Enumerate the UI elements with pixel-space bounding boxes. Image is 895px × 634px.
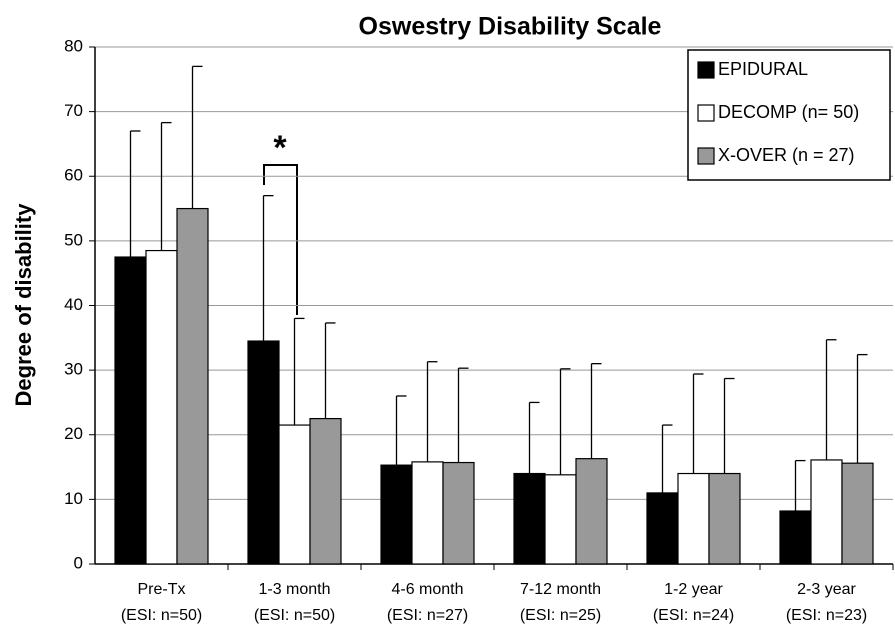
bar: [513, 472, 546, 565]
x-tick-label: (ESI: n=27): [387, 607, 468, 624]
bar: [646, 492, 679, 565]
bar: [442, 461, 475, 565]
bar: [841, 462, 874, 565]
legend-box: [687, 49, 891, 181]
significance-bracket: [263, 164, 298, 315]
x-tick-label: 2-3 year: [797, 581, 856, 598]
y-tick-label: 60: [64, 166, 83, 185]
x-tick-label: 1-3 month: [258, 581, 330, 598]
legend-swatch: [697, 147, 715, 165]
legend-swatch: [697, 104, 715, 122]
chart-title: Oswestry Disability Scale: [359, 13, 662, 41]
x-tick-label: (ESI: n=25): [520, 607, 601, 624]
bar: [544, 474, 577, 565]
bar: [278, 424, 311, 565]
bar: [708, 472, 741, 565]
bar: [176, 207, 209, 565]
bar: [114, 256, 147, 565]
y-tick-label: 10: [64, 489, 83, 508]
x-tick-label: (ESI: n=50): [121, 607, 202, 624]
bar: [810, 459, 843, 565]
y-tick-label: 20: [64, 424, 83, 443]
bar: [575, 458, 608, 565]
bar: [309, 417, 342, 565]
x-tick-label: (ESI: n=23): [786, 607, 867, 624]
legend-label: DECOMP (n= 50): [718, 102, 859, 122]
y-tick-label: 40: [64, 295, 83, 314]
x-tick-label: Pre-Tx: [138, 581, 186, 598]
bar: [380, 464, 413, 565]
y-tick-label: 70: [64, 101, 83, 120]
y-axis-label: Degree of disability: [11, 203, 36, 407]
x-tick-label: (ESI: n=24): [653, 607, 734, 624]
legend-label: X-OVER (n = 27): [718, 145, 855, 165]
x-tick-label: 4-6 month: [391, 581, 463, 598]
x-tick-label: 7-12 month: [520, 581, 601, 598]
bar: [779, 510, 812, 565]
y-tick-label: 0: [74, 553, 83, 572]
bar: [677, 472, 710, 565]
x-tick-label: (ESI: n=50): [254, 607, 335, 624]
legend-label: EPIDURAL: [718, 59, 808, 79]
y-tick-label: 50: [64, 230, 83, 249]
annotation: *: [273, 129, 287, 167]
bar: [411, 461, 444, 565]
y-tick-label: 80: [64, 36, 83, 55]
y-tick-label: 30: [64, 360, 83, 379]
legend-swatch: [697, 61, 715, 79]
bar: [145, 249, 178, 565]
bar: [247, 340, 280, 565]
x-tick-label: 1-2 year: [664, 581, 723, 598]
